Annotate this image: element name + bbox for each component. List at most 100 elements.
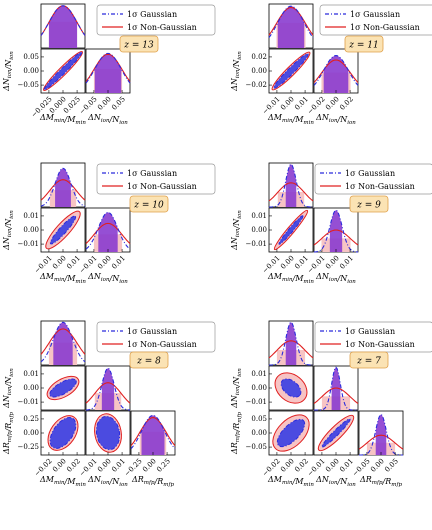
block-6-diag-2-ng-curve: [358, 434, 404, 450]
block-3-legend-box: [96, 163, 216, 195]
block-4-xticks-1-ticklabel-1: 0.00: [324, 254, 341, 271]
block-5-xticks-2-ticklabel-1: 0.00: [141, 457, 158, 474]
block-6-diag-1-g-band: [331, 367, 341, 410]
block-3-xticks-1-ticklabel-2: 0.01: [110, 254, 127, 271]
block-3-legend-non-gaussian-label: 1σ Non-Gaussian: [127, 182, 197, 191]
block-5-xticks-2-ticklabel-2: 0.25: [155, 457, 172, 474]
block-2-diag-1: [313, 48, 359, 94]
block-1-xlabel-0: ΔMmin/Mmin: [39, 113, 86, 126]
block-3-yticks-1-ticklabel-0: −0.01: [18, 240, 39, 248]
block-4-ellipse-1-0-g-ellipse: [278, 215, 304, 245]
block-5-ellipse-2-1-g-ellipse: [95, 415, 121, 451]
block-6-ellipse-2-1: [313, 410, 359, 456]
block-5-legend-gaussian-label: 1σ Gaussian: [127, 327, 177, 336]
block-3-z-badge: z = 10: [129, 195, 169, 213]
block-2-diag-1-g-band: [323, 55, 349, 93]
block-1-z-badge-box: [119, 35, 159, 53]
block-1-legend-gaussian-label: 1σ Gaussian: [127, 10, 177, 19]
block-1-legend: 1σ Gaussian 1σ Non-Gaussian: [96, 4, 216, 36]
block-3-diag-0: [40, 162, 86, 208]
block-1-xticks-1-ticklabel-1: 0.00: [96, 95, 113, 112]
block-2-ellipse-1-0: [268, 48, 314, 94]
block-1-ellipse-1-0: [40, 48, 86, 94]
block-4-legend: 1σ Gaussian 1σ Non-Gaussian: [314, 163, 432, 195]
block-1-diag-0-g-band: [48, 5, 78, 48]
block-6-z-badge-box: [349, 351, 389, 369]
block-6-ellipse-2-0-g-ellipse: [276, 418, 306, 448]
block-6-z-badge: z = 7: [349, 351, 389, 369]
block-4-xlabel-1: ΔNion/Nion: [315, 272, 356, 285]
block-3-yticks-1-ticklabel-1: 0.00: [23, 226, 39, 234]
block-5-ellipse-2-0-g-ellipse: [49, 417, 77, 449]
block-1-diag-0: [40, 3, 86, 49]
block-5-z-badge-text: z = 8: [136, 357, 161, 367]
block-6-xticks-0-ticklabel-1: 0.00: [279, 457, 296, 474]
block-2-z-badge-box: [344, 35, 384, 53]
block-4-legend-box: [314, 163, 432, 195]
block-5-ellipse-1-0: [40, 365, 86, 411]
block-6-xticks-2-ticklabel-2: 0.05: [383, 457, 400, 474]
block-3-ellipse-1-0: [40, 207, 86, 253]
block-6-diag-0: [268, 320, 314, 366]
block-5-yticks-1-ticklabel-2: 0.01: [23, 370, 39, 378]
block-1-xlabel-1: ΔNion/Nion: [87, 113, 128, 126]
block-4-z-badge-text: z = 9: [356, 201, 381, 211]
block-6-diag-0-g-band: [285, 322, 297, 365]
block-6-yticks-2-ticklabel-0: −0.05: [246, 443, 267, 451]
block-6-yticks-1-ticklabel-0: −0.01: [246, 398, 267, 406]
block-2-legend-gaussian-label: 1σ Gaussian: [350, 10, 400, 19]
block-2-z-badge: z = 11: [344, 35, 384, 53]
block-5-z-badge-box: [129, 351, 169, 369]
block-2-legend: 1σ Gaussian 1σ Non-Gaussian: [319, 4, 432, 36]
block-3-z-badge-box: [129, 195, 169, 213]
block-6-yticks-2-ticklabel-2: 0.05: [251, 415, 267, 423]
block-3-diag-1-g-band: [98, 212, 118, 252]
block-4-yticks-1-ticklabel-1: 0.00: [251, 226, 267, 234]
block-2-xticks-0-ticklabel-1: 0.00: [279, 95, 296, 112]
block-6-diag-2-g-curve: [359, 413, 403, 456]
block-5-diag-0-ng-curve: [40, 328, 86, 355]
block-5-z-badge: z = 8: [129, 351, 169, 369]
block-5-diag-0-g-curve: [40, 321, 86, 363]
block-6-ellipse-1-0: [268, 365, 314, 411]
block-5-xticks-0-ticklabel-1: 0.00: [51, 457, 68, 474]
block-5-yticks-2-ticklabel-1: 0.00: [23, 429, 39, 437]
block-4-legend-gaussian-label: 1σ Gaussian: [345, 169, 395, 178]
block-4-z-badge-box: [349, 195, 389, 213]
block-6-legend-non-gaussian-label: 1σ Non-Gaussian: [345, 340, 415, 349]
block-1-diag-1-g-band: [94, 53, 122, 93]
block-3-diag-0-g-curve: [40, 167, 86, 207]
block-2-xlabel-1: ΔNion/Nion: [315, 113, 356, 126]
block-2-diag-0: [268, 3, 314, 49]
block-3-diag-1-ng-curve: [85, 222, 131, 244]
block-5-ylabel-1: ΔNion/Nion: [2, 368, 15, 409]
block-6-yticks-2-ticklabel-1: 0.00: [251, 429, 267, 437]
block-5-xlabel-0: ΔMmin/Mmin: [39, 475, 86, 488]
block-3-xlabel-0: ΔMmin/Mmin: [39, 272, 86, 285]
block-5-diag-0-g-band: [53, 322, 73, 365]
block-6-diag-1: [313, 365, 359, 411]
block-3-xlabel-1: ΔNion/Nion: [87, 272, 128, 285]
block-1-diag-1-ng-curve: [85, 53, 131, 82]
block-2-legend-non-gaussian-label: 1σ Non-Gaussian: [350, 23, 420, 32]
block-4-z-badge: z = 9: [349, 195, 389, 213]
block-5-yticks-1-ticklabel-0: −0.01: [18, 398, 39, 406]
block-6-xlabel-2: ΔRmfp/Rmfp: [359, 475, 403, 488]
block-2-z-badge-text: z = 11: [348, 41, 378, 51]
block-5-yticks-1-ticklabel-1: 0.00: [23, 384, 39, 392]
block-5-ellipse-1-0-g-ellipse: [49, 378, 77, 398]
block-2-ellipse-1-0-g-ellipse: [273, 53, 309, 89]
block-5-yticks-2-ticklabel-2: 0.25: [23, 415, 39, 423]
block-2-diag-0-g-curve: [268, 5, 314, 38]
block-4-ylabel-1: ΔNion/Nion: [230, 210, 243, 251]
block-4-xticks-1-ticklabel-2: 0.01: [338, 254, 355, 271]
block-6-diag-0-ng-curve: [268, 340, 314, 359]
block-2-xticks-1-ticklabel-2: 0.02: [338, 95, 355, 112]
block-6-yticks-1-ticklabel-1: 0.00: [251, 384, 267, 392]
block-1-diag-0-g-curve: [40, 5, 86, 36]
block-2-xlabel-0: ΔMmin/Mmin: [267, 113, 314, 126]
block-2-yticks-1-ticklabel-1: 0.00: [251, 67, 267, 75]
block-6-xticks-2-ticklabel-1: 0.00: [369, 457, 386, 474]
block-5-diag-1-g-band: [101, 368, 115, 410]
block-3-diag-1: [85, 207, 131, 253]
